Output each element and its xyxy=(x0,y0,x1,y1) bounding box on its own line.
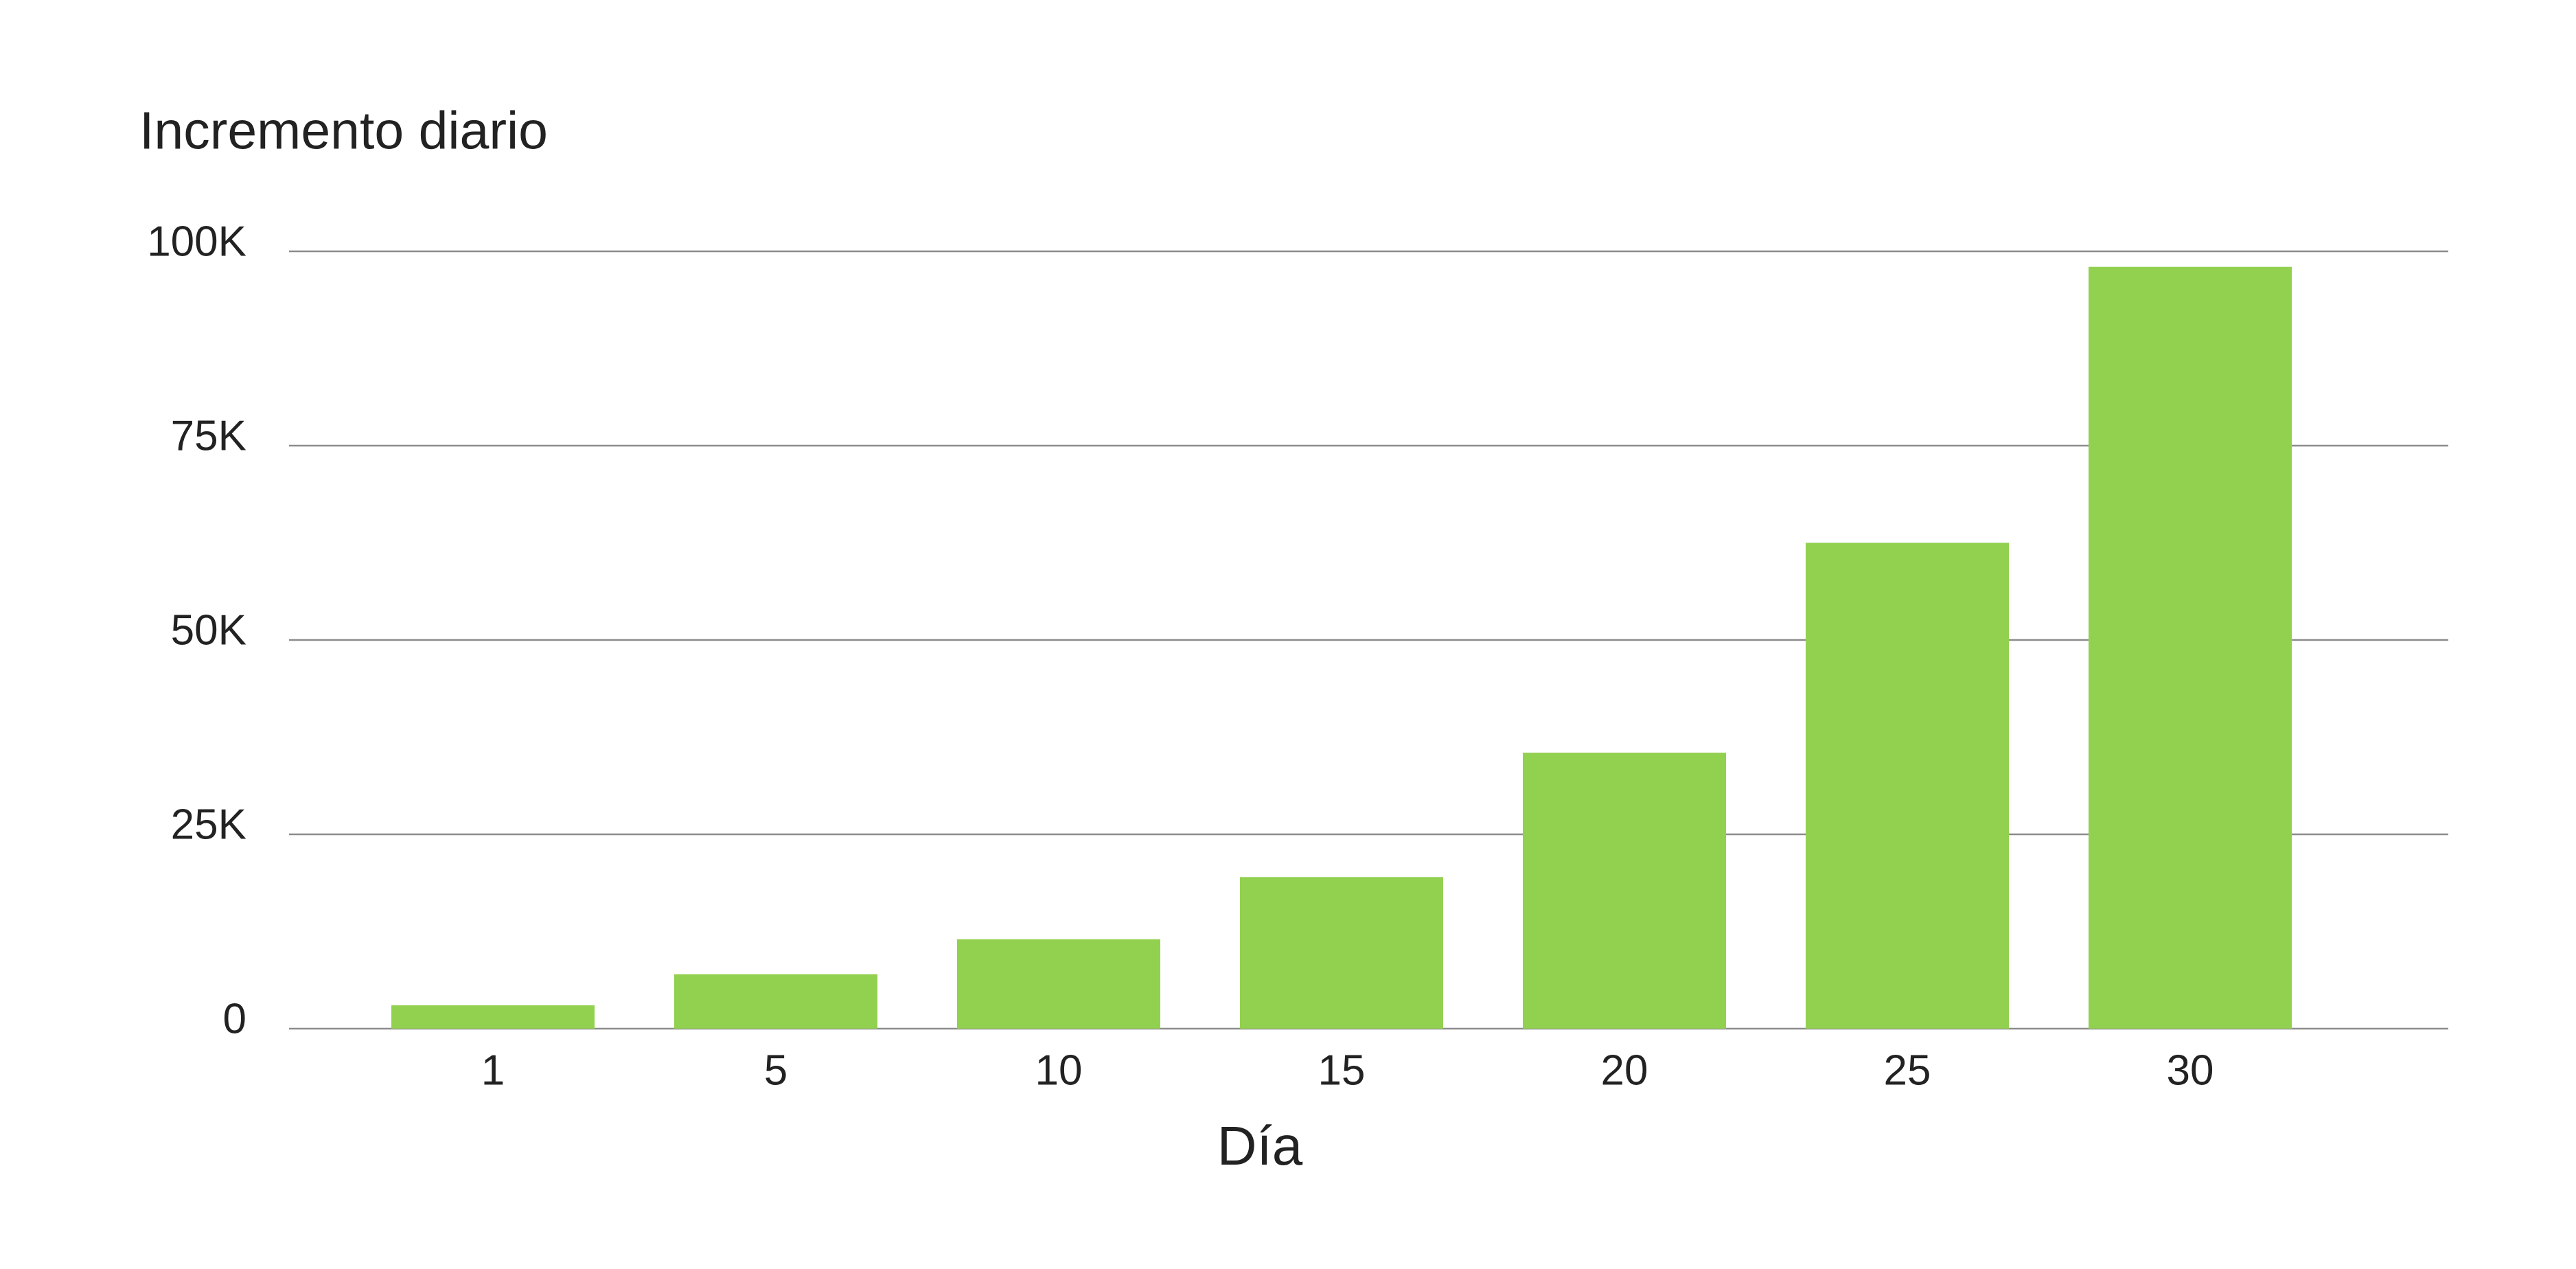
x-tick-label: 15 xyxy=(1318,1047,1366,1094)
y-tick-label: 25K xyxy=(171,801,246,848)
bar xyxy=(2089,266,2292,1029)
bar xyxy=(957,939,1160,1029)
x-tick-label: 1 xyxy=(481,1047,505,1094)
bar xyxy=(1240,877,1443,1029)
bar xyxy=(1806,542,2009,1029)
x-tick-label: 10 xyxy=(1035,1047,1083,1094)
x-tick-label: 25 xyxy=(1884,1047,1931,1094)
y-tick-label: 75K xyxy=(171,412,246,459)
bar xyxy=(391,1005,595,1029)
bar xyxy=(1523,753,1726,1029)
x-axis-title: Día xyxy=(1217,1115,1303,1176)
x-tick-label: 5 xyxy=(764,1047,787,1094)
bar xyxy=(674,974,877,1029)
y-tick-label: 100K xyxy=(147,218,246,265)
y-tick-label: 50K xyxy=(171,606,246,654)
x-tick-label: 30 xyxy=(2167,1047,2214,1094)
y-axis-title: Incremento diario xyxy=(139,101,548,160)
x-tick-label: 20 xyxy=(1601,1047,1648,1094)
y-tick-label: 0 xyxy=(223,995,246,1042)
